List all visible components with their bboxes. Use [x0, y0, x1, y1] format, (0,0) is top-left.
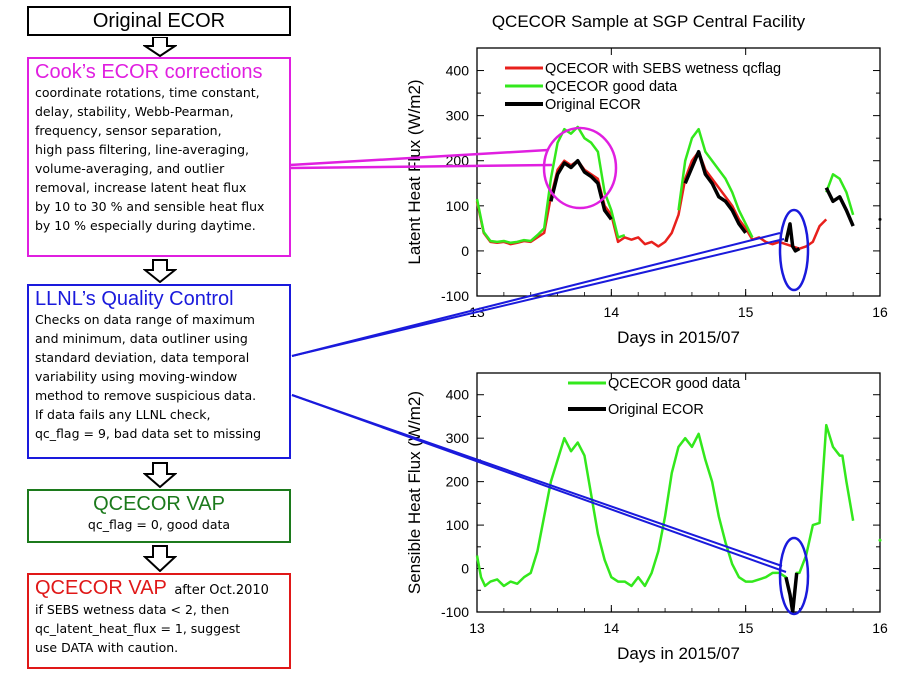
qcecor-vap-2010-box: QCECOR VAP after Oct.2010 if SEBS wetnes…	[27, 573, 291, 669]
chart2-ytick-label: 400	[446, 387, 470, 403]
chart2-xtick-label: 15	[738, 620, 754, 636]
chart1-ylabel: Latent Heat Flux (W/m2)	[405, 79, 424, 264]
chart2-ytick-label: 100	[446, 517, 470, 533]
chart1-series-2-point	[878, 217, 882, 221]
qcecor-vap-2010-title: QCECOR VAP	[35, 577, 167, 599]
chart2-ytick-label: -100	[441, 604, 469, 620]
chart1-series-1-line	[825, 173, 855, 216]
body-line: if SEBS wetness data < 2, then	[35, 602, 230, 617]
body-line: Checks on data range of maximum	[35, 312, 255, 327]
chart2-xtick-label: 14	[604, 620, 620, 636]
cook-corrections-body: coordinate rotations, time constant, dela…	[29, 83, 289, 235]
body-line: by 10 to 30 % and sensible heat flux	[35, 199, 265, 214]
chart1-legend-label: Original ECOR	[545, 97, 641, 113]
down-arrow-2	[143, 259, 177, 283]
chart1-series-2-line	[549, 158, 613, 221]
chart1-series-1-line	[677, 127, 754, 238]
chart2-ytick-label: 0	[461, 561, 469, 577]
chart1-legend-label: QCECOR good data	[545, 79, 678, 95]
qcecor-vap-2010-title-row: QCECOR VAP after Oct.2010	[29, 575, 289, 600]
chart2-xtick-label: 13	[469, 620, 485, 636]
chart2-ylabel: Sensible Heat Flux (W/m2)	[405, 391, 424, 594]
chart1-xlabel: Days in 2015/07	[617, 328, 740, 347]
chart1-series-2-line	[683, 149, 748, 234]
down-arrow-3	[143, 462, 177, 488]
highlight-circle-latent-peak	[542, 126, 618, 210]
body-line: delay, stability, Webb-Pearman,	[35, 104, 234, 119]
body-line: by 10 % especially during daytime.	[35, 218, 256, 233]
chart1-ytick-label: 0	[461, 243, 469, 259]
body-line: removal, increase latent heat flux	[35, 180, 247, 195]
chart1-ytick-label: 300	[446, 108, 470, 124]
llnl-qc-box: LLNL’s Quality Control Checks on data ra…	[27, 284, 291, 459]
chart1-series-2-line	[784, 222, 801, 253]
qcecor-vap-2010-body: if SEBS wetness data < 2, then qc_latent_…	[29, 600, 289, 657]
body-line: and minimum, data outliner using	[35, 331, 248, 346]
cook-corrections-box: Cook’s ECOR corrections coordinate rotat…	[27, 57, 291, 257]
body-line: variability using moving-window	[35, 369, 238, 384]
chart2-legend-label: Original ECOR	[608, 402, 704, 418]
chart1-xtick-label: 14	[604, 304, 620, 320]
cook-connector-upper	[289, 148, 549, 167]
highlight-circle-latent-dip	[778, 208, 810, 292]
cook-corrections-title: Cook’s ECOR corrections	[35, 61, 263, 83]
chart2-frame	[476, 372, 881, 613]
chart2-series-1-line	[784, 572, 799, 614]
down-arrow-1	[143, 37, 177, 57]
down-arrow-4	[143, 545, 177, 572]
qcecor-vap-box: QCECOR VAP qc_flag = 0, good data	[27, 489, 291, 543]
body-line: method to remove suspicious data.	[35, 388, 257, 403]
chart1-legend-label: QCECOR with SEBS wetness qcflag	[545, 61, 781, 77]
chart1-series-1-line	[475, 125, 626, 245]
llnl-connector-1	[291, 232, 781, 357]
qcecor-vap-body: qc_flag = 0, good data	[87, 517, 231, 532]
llnl-qc-body: Checks on data range of maximum and minim…	[29, 310, 289, 443]
llnl-connector-4	[291, 394, 787, 573]
body-line: If data fails any LLNL check,	[35, 407, 211, 422]
chart2-series-0-point	[878, 538, 882, 542]
body-line: use DATA with caution.	[35, 640, 179, 655]
qcecor-vap-title: QCECOR VAP	[93, 493, 225, 515]
cook-connector-lower	[289, 163, 553, 170]
chart1-ytick-label: -100	[441, 288, 469, 304]
highlight-circle-sensible-dip	[778, 536, 810, 616]
chart1-xtick-label: 16	[872, 304, 888, 320]
original-ecor-title: Original ECOR	[92, 10, 226, 32]
chart1-ytick-label: 100	[446, 198, 470, 214]
original-ecor-box: Original ECOR	[27, 6, 291, 36]
qcecor-vap-2010-title-suffix: after Oct.2010	[174, 583, 269, 598]
chart2-legend-label: QCECOR good data	[608, 376, 741, 392]
chart2-ytick-label: 200	[446, 474, 470, 490]
llnl-qc-title: LLNL’s Quality Control	[35, 288, 234, 310]
chart1-xtick-label: 15	[738, 304, 754, 320]
chart1-series-2-line	[824, 187, 855, 227]
chart1-title: QCECOR Sample at SGP Central Facility	[492, 12, 806, 31]
chart2-xtick-label: 16	[872, 620, 888, 636]
chart2-xlabel: Days in 2015/07	[617, 644, 740, 663]
body-line: coordinate rotations, time constant,	[35, 85, 260, 100]
chart1-ytick-label: 400	[446, 63, 470, 79]
llnl-connector-2	[291, 238, 785, 357]
body-line: volume-averaging, and outlier	[35, 161, 225, 176]
chart2-ytick-label: 300	[446, 430, 470, 446]
body-line: frequency, sensor separation,	[35, 123, 222, 138]
body-line: qc_flag = 9, bad data set to missing	[35, 426, 262, 441]
body-line: standard deviation, data temporal	[35, 350, 250, 365]
body-line: high pass filtering, line-averaging,	[35, 142, 250, 157]
body-line: qc_latent_heat_flux = 1, suggest	[35, 621, 241, 636]
chart1-frame	[476, 47, 881, 297]
